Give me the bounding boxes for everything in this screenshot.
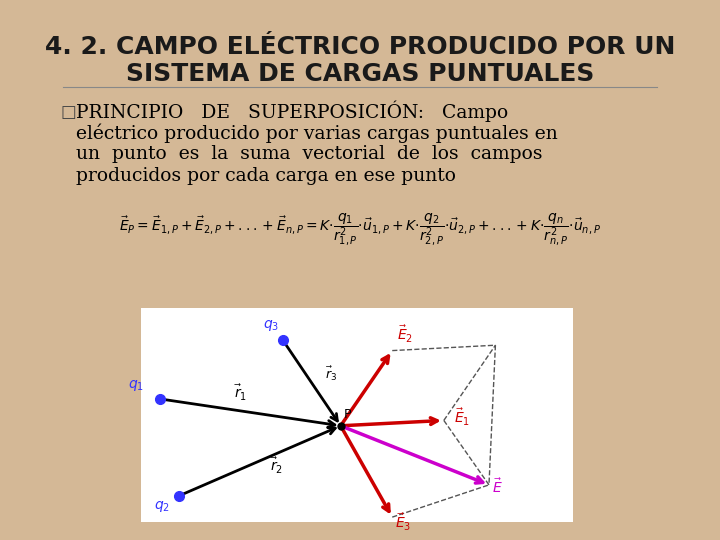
Text: $q_3$: $q_3$ (264, 318, 279, 333)
Text: $q_1$: $q_1$ (128, 378, 144, 393)
Text: $\vec{E}_3$: $\vec{E}_3$ (395, 512, 412, 534)
Text: $\vec{E}_2$: $\vec{E}_2$ (397, 325, 413, 345)
Text: $\vec{r}_2$: $\vec{r}_2$ (269, 456, 283, 476)
Text: SISTEMA DE CARGAS PUNTUALES: SISTEMA DE CARGAS PUNTUALES (126, 62, 594, 86)
Text: un  punto  es  la  suma  vectorial  de  los  campos: un punto es la suma vectorial de los cam… (76, 145, 543, 164)
Text: producidos por cada carga en ese punto: producidos por cada carga en ese punto (76, 167, 456, 185)
Text: $\vec{r}_3$: $\vec{r}_3$ (325, 364, 337, 383)
Text: $q_2$: $q_2$ (154, 499, 170, 514)
Text: 4. 2. CAMPO ELÉCTRICO PRODUCIDO POR UN: 4. 2. CAMPO ELÉCTRICO PRODUCIDO POR UN (45, 35, 675, 59)
Text: eléctrico producido por varias cargas puntuales en: eléctrico producido por varias cargas pu… (76, 123, 558, 143)
Bar (140, 308, 573, 523)
Text: □: □ (60, 103, 76, 120)
Text: PRINCIPIO   DE   SUPERPOSICIÓN:   Campo: PRINCIPIO DE SUPERPOSICIÓN: Campo (76, 101, 508, 122)
Text: $\vec{r}_1$: $\vec{r}_1$ (234, 383, 247, 403)
Text: P: P (344, 408, 351, 421)
Text: $\vec{E}$: $\vec{E}$ (492, 477, 503, 496)
Text: $\vec{E}_1$: $\vec{E}_1$ (454, 407, 469, 428)
Text: $\vec{E}_P = \vec{E}_{1,P} + \vec{E}_{2,P} + ... + \vec{E}_{n,P} = K{\cdot}\dfra: $\vec{E}_P = \vec{E}_{1,P} + \vec{E}_{2,… (119, 212, 601, 248)
